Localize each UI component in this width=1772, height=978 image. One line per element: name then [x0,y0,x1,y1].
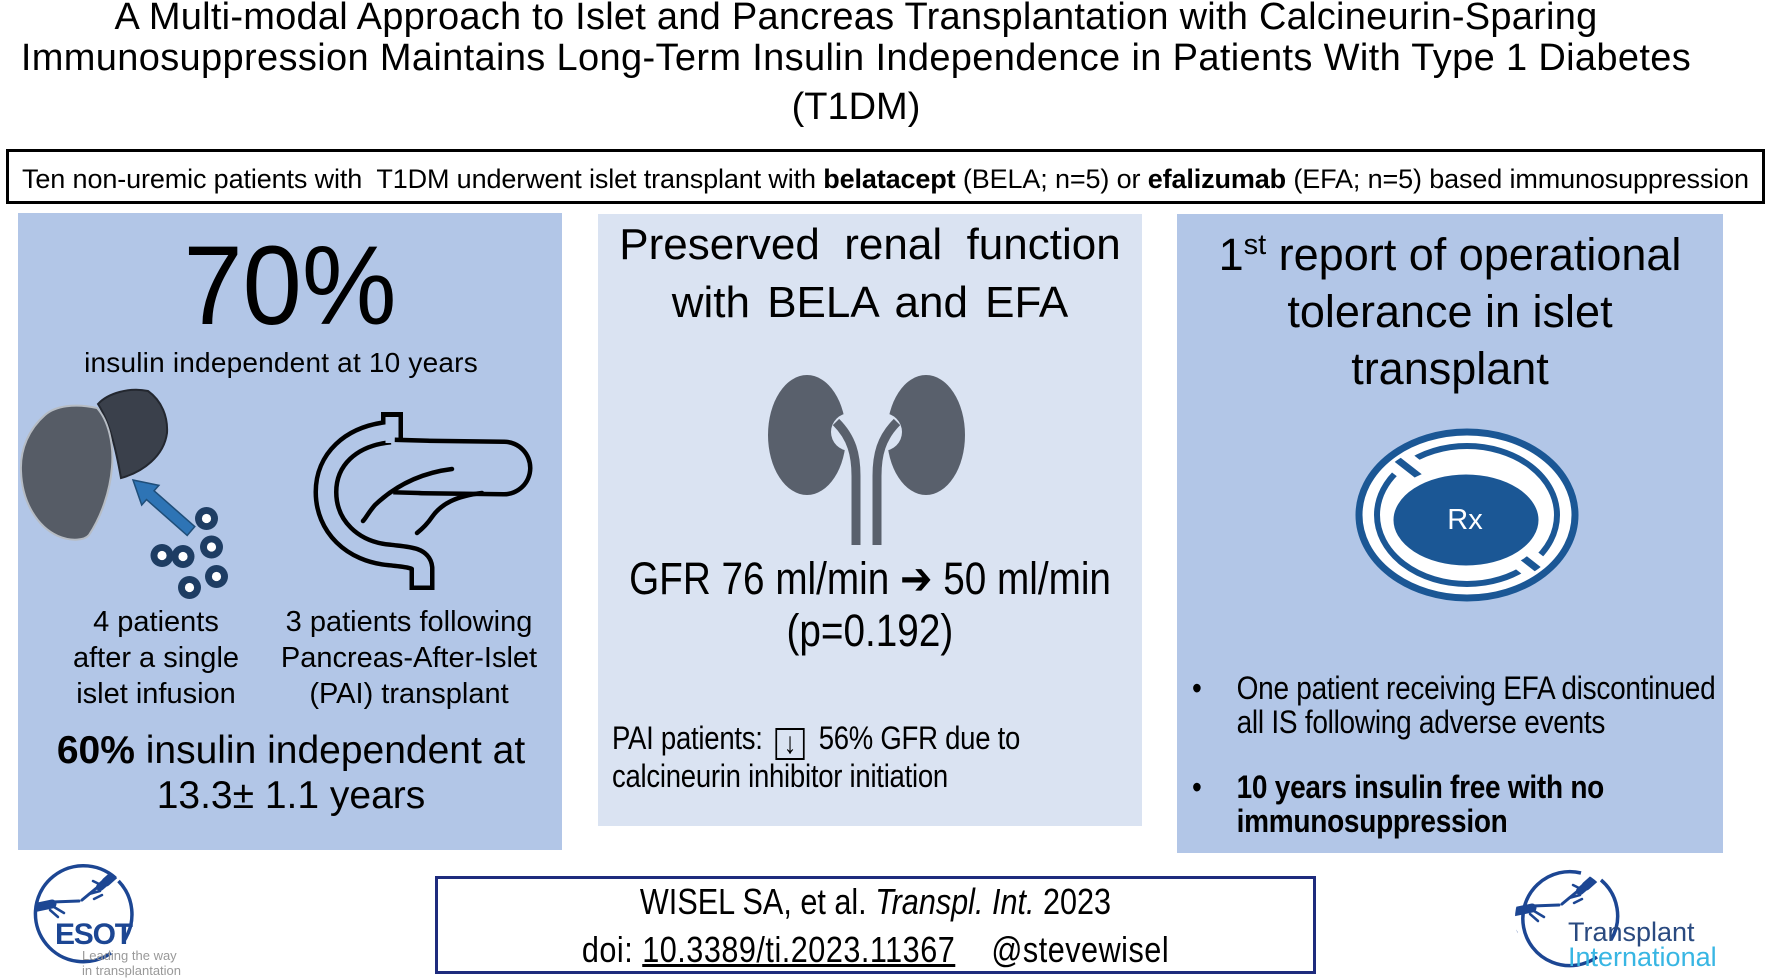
svg-text:Rx: Rx [1447,504,1483,536]
svg-text:International: International [1568,942,1717,972]
svg-text:Leading the way: Leading the way [82,948,177,963]
svg-text:ESOT: ESOT [55,918,133,951]
svg-text:in transplantation: in transplantation [82,963,181,978]
svg-text:Transplant: Transplant [1568,917,1695,947]
